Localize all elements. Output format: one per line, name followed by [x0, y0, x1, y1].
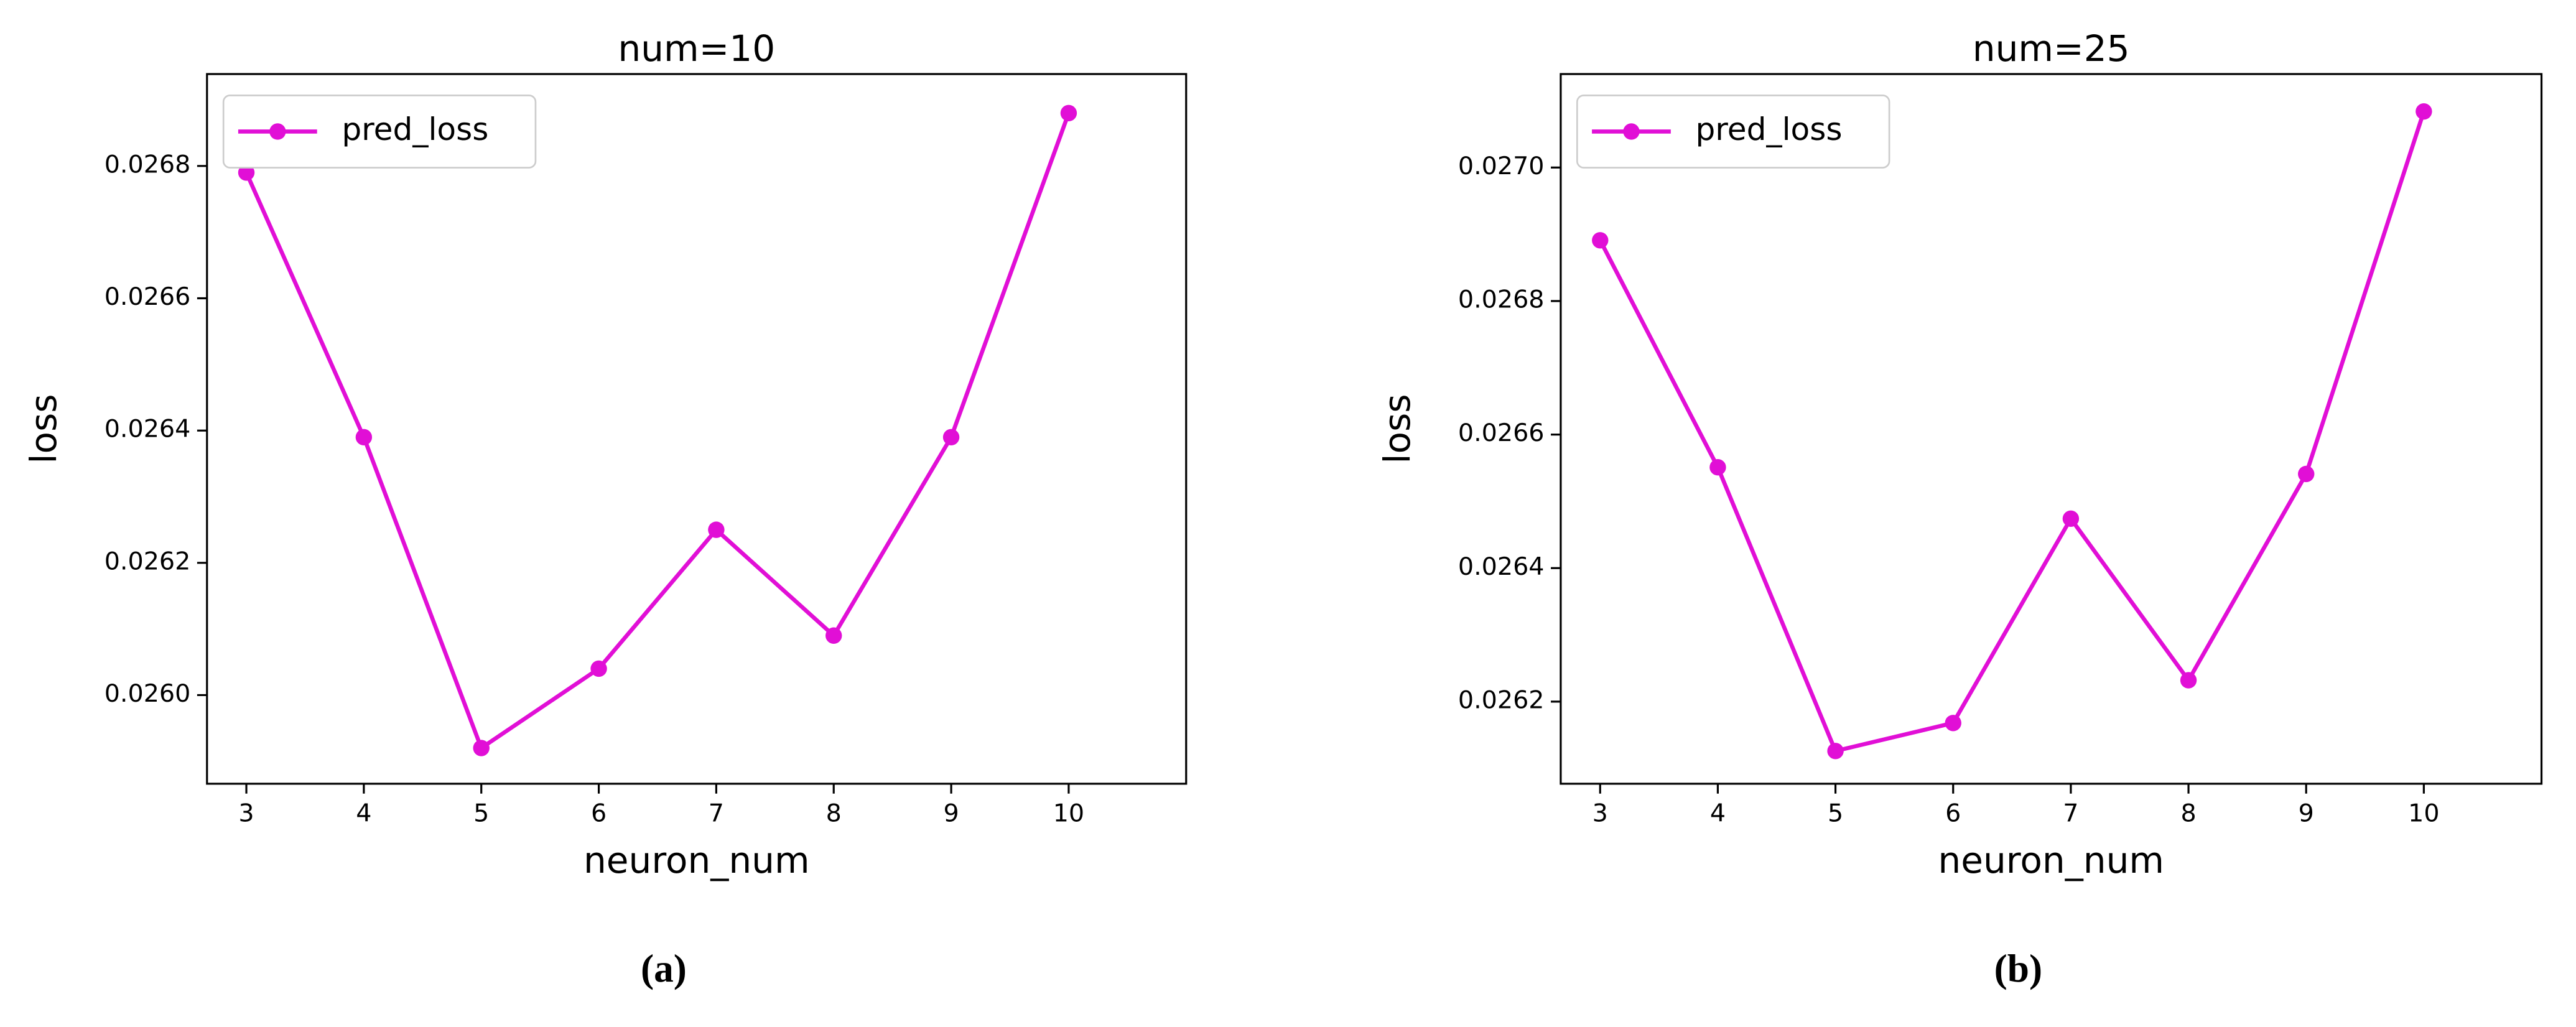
x-tick-label: 10 — [2408, 799, 2439, 828]
y-tick-label: 0.0260 — [105, 679, 191, 708]
marker — [355, 429, 373, 445]
marker — [2298, 465, 2315, 483]
x-tick-label: 7 — [709, 799, 724, 828]
legend: pred_loss — [222, 95, 537, 169]
marker — [825, 627, 842, 644]
x-tick-label: 10 — [1053, 799, 1084, 828]
y-tick-label: 0.0264 — [1458, 552, 1545, 581]
marker — [2180, 672, 2197, 689]
y-tick-label: 0.0262 — [105, 547, 191, 575]
x-tick-label: 8 — [826, 799, 842, 828]
x-tick-label: 4 — [356, 799, 371, 828]
x-tick-label: 9 — [2299, 799, 2314, 828]
line — [1598, 111, 2426, 753]
y-tick-label: 0.0264 — [105, 415, 191, 444]
legend-label: pred_loss — [342, 111, 488, 147]
y-tick-label: 0.0268 — [1458, 285, 1545, 314]
x-tick-label: 4 — [1710, 799, 1726, 828]
x-tick-label: 5 — [1828, 799, 1843, 828]
legend-box — [222, 95, 537, 169]
chart-title: num=10 — [618, 27, 775, 70]
x-tick-label: 9 — [943, 799, 959, 828]
y-tick-label: 0.0270 — [1458, 152, 1545, 180]
marker — [1709, 458, 1726, 476]
marker — [1592, 232, 1609, 249]
plot-frame — [206, 73, 1188, 785]
y-tick-label: 0.0266 — [105, 282, 191, 311]
legend-box — [1576, 95, 1890, 169]
legend-marker — [1623, 123, 1640, 140]
x-tick-label: 6 — [1945, 799, 1961, 828]
chart-panel: num=25 0.0262 0.0264 0.0266 0.0268 0.0270 3 4 5 6… — [1376, 27, 2543, 990]
x-tick-label: 3 — [238, 799, 254, 828]
marker — [1827, 743, 1844, 760]
plot-frame — [1560, 73, 2543, 785]
marker — [708, 521, 725, 538]
caption: (a) — [641, 947, 687, 990]
marker — [590, 660, 607, 677]
caption: (b) — [1994, 947, 2042, 990]
marker — [1945, 715, 1961, 732]
marker — [473, 740, 490, 756]
chart-panel: num=10 0.0260 0.0262 0.0264 0.0266 0.0268 3 4 5 6… — [22, 27, 1188, 990]
chart-title: num=25 — [1973, 27, 2130, 70]
x-tick-label: 5 — [473, 799, 489, 828]
line — [244, 112, 1071, 750]
legend-marker — [269, 123, 286, 140]
y-axis-label: loss — [1376, 394, 1418, 463]
legend-label: pred_loss — [1695, 111, 1842, 147]
marker — [942, 429, 960, 445]
marker — [2062, 510, 2080, 527]
y-tick-label: 0.0266 — [1458, 419, 1545, 447]
x-tick-label: 3 — [1593, 799, 1608, 828]
marker — [1060, 105, 1077, 121]
y-tick-label: 0.0262 — [1458, 685, 1545, 714]
x-tick-label: 7 — [2063, 799, 2078, 828]
legend: pred_loss — [1576, 95, 1890, 169]
marker — [2416, 103, 2432, 120]
x-tick-label: 8 — [2180, 799, 2196, 828]
y-tick-label: 0.0268 — [105, 150, 191, 179]
y-axis-label: loss — [22, 394, 65, 463]
x-axis-label: neuron_num — [1938, 839, 2164, 881]
x-axis-label: neuron_num — [584, 839, 810, 881]
x-tick-label: 6 — [591, 799, 607, 828]
